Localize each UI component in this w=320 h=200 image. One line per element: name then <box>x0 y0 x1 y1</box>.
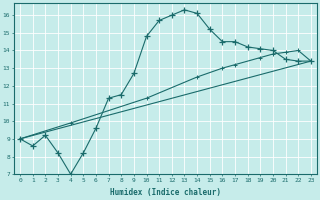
X-axis label: Humidex (Indice chaleur): Humidex (Indice chaleur) <box>110 188 221 197</box>
